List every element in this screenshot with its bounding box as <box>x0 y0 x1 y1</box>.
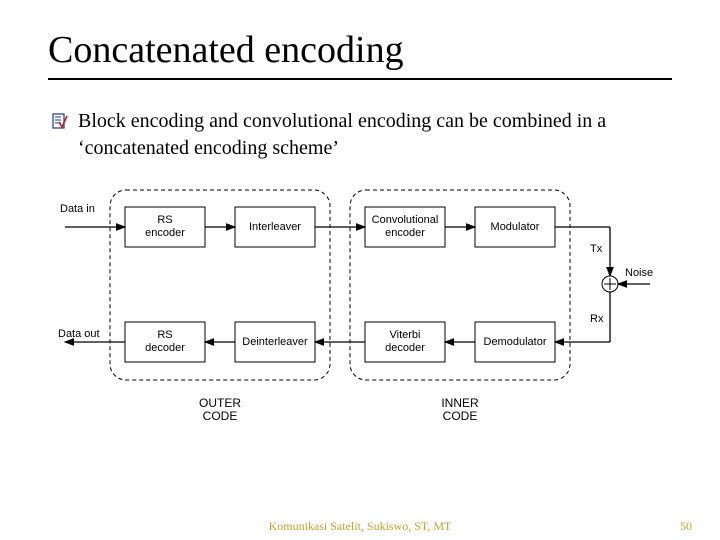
encoding-diagram: RSencoder Interleaver Convolutionalencod… <box>50 182 670 452</box>
title-underline <box>48 78 672 80</box>
viterbi-label: Viterbidecoder <box>385 329 425 354</box>
checklist-icon <box>52 112 68 135</box>
bullet-item: Block encoding and convolutional encodin… <box>48 108 672 162</box>
data-in-label: Data in <box>60 203 95 215</box>
interleaver-label: Interleaver <box>249 221 301 233</box>
noise-label: Noise <box>625 267 653 279</box>
deinterleaver-label: Deinterleaver <box>242 336 308 348</box>
bullet-text: Block encoding and convolutional encodin… <box>78 108 672 162</box>
footer-text: Komunikasi Satelit, Sukiswo, ST, MT <box>0 519 720 534</box>
rx-label: Rx <box>590 313 604 325</box>
data-out-label: Data out <box>58 328 100 340</box>
modulator-label: Modulator <box>491 221 540 233</box>
demodulator-label: Demodulator <box>484 336 547 348</box>
tx-label: Tx <box>590 243 603 255</box>
outer-code-label: OUTERCODE <box>199 396 241 423</box>
page-title: Concatenated encoding <box>48 28 672 72</box>
inner-code-label: INNERCODE <box>441 396 479 423</box>
page-number: 50 <box>680 519 692 534</box>
